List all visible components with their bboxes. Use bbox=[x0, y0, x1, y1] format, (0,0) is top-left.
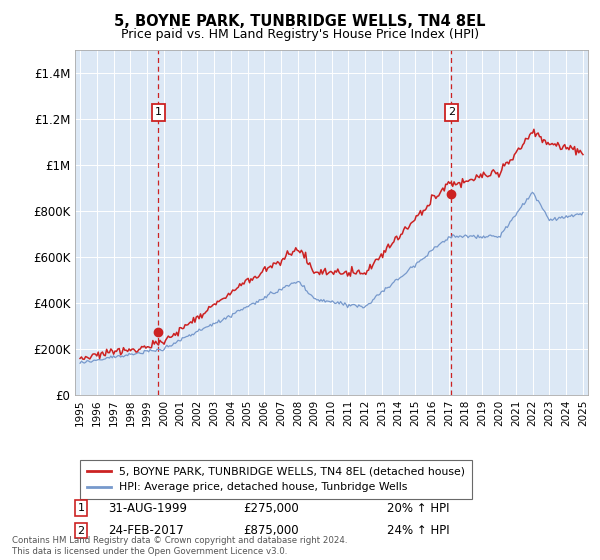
Text: 20% ↑ HPI: 20% ↑ HPI bbox=[387, 502, 449, 515]
Text: 24-FEB-2017: 24-FEB-2017 bbox=[108, 524, 184, 537]
Text: 1: 1 bbox=[77, 503, 85, 514]
Text: £275,000: £275,000 bbox=[243, 502, 299, 515]
Legend: 5, BOYNE PARK, TUNBRIDGE WELLS, TN4 8EL (detached house), HPI: Average price, de: 5, BOYNE PARK, TUNBRIDGE WELLS, TN4 8EL … bbox=[80, 460, 472, 499]
Text: Price paid vs. HM Land Registry's House Price Index (HPI): Price paid vs. HM Land Registry's House … bbox=[121, 28, 479, 41]
Text: 2: 2 bbox=[448, 108, 455, 118]
Text: 31-AUG-1999: 31-AUG-1999 bbox=[108, 502, 187, 515]
Text: Contains HM Land Registry data © Crown copyright and database right 2024.
This d: Contains HM Land Registry data © Crown c… bbox=[12, 536, 347, 556]
Text: £875,000: £875,000 bbox=[243, 524, 299, 537]
Text: 1: 1 bbox=[155, 108, 162, 118]
Text: 2: 2 bbox=[77, 526, 85, 536]
Text: 5, BOYNE PARK, TUNBRIDGE WELLS, TN4 8EL: 5, BOYNE PARK, TUNBRIDGE WELLS, TN4 8EL bbox=[114, 14, 486, 29]
Text: 24% ↑ HPI: 24% ↑ HPI bbox=[387, 524, 449, 537]
